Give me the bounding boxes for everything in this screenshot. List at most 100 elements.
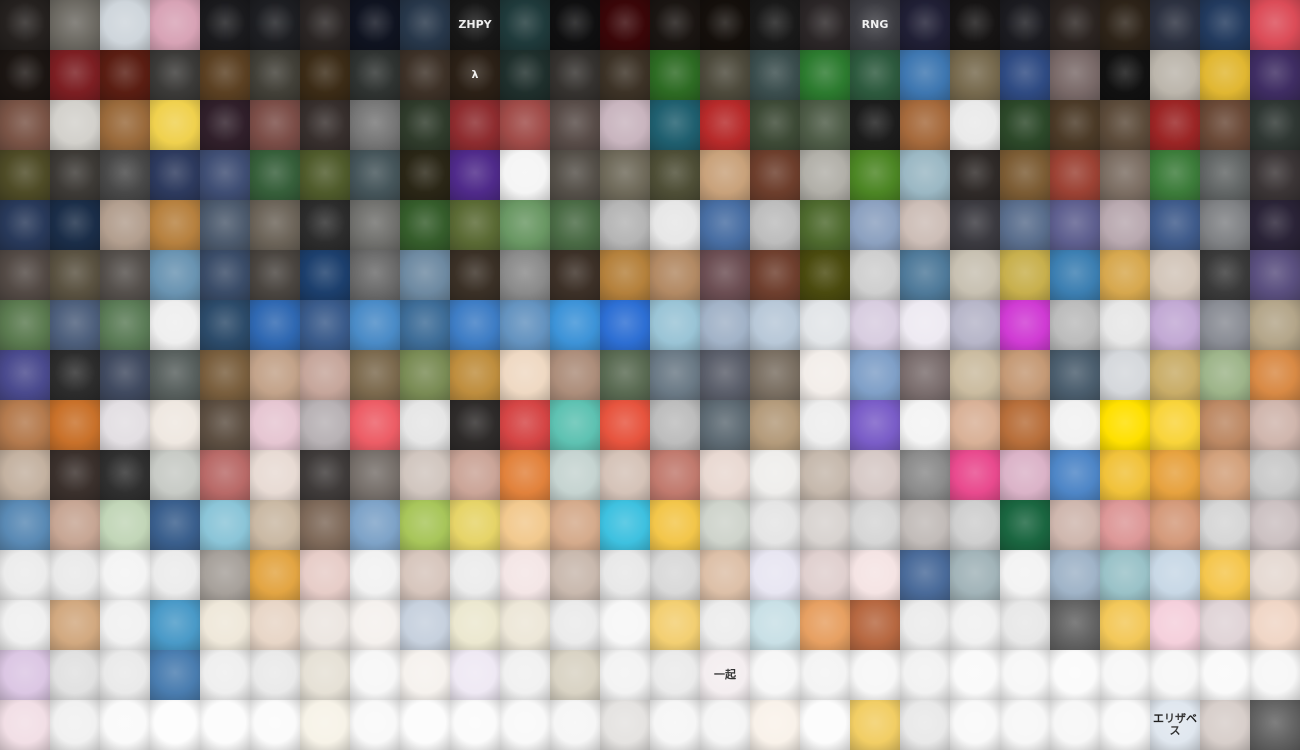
avatar-thumbnail (1200, 350, 1250, 400)
thumbnail-text: ZHPY (458, 18, 492, 32)
avatar-thumbnail (300, 50, 350, 100)
avatar-thumbnail (50, 700, 100, 750)
avatar-thumbnail (1250, 600, 1300, 650)
avatar-thumbnail (250, 250, 300, 300)
avatar-thumbnail (900, 600, 950, 650)
thumbnail-text: 一起 (714, 668, 736, 682)
avatar-thumbnail (50, 0, 100, 50)
avatar-thumbnail (350, 150, 400, 200)
avatar-thumbnail (850, 550, 900, 600)
avatar-thumbnail (800, 550, 850, 600)
avatar-thumbnail (700, 100, 750, 150)
avatar-thumbnail (200, 500, 250, 550)
avatar-thumbnail (300, 0, 350, 50)
avatar-thumbnail (650, 600, 700, 650)
avatar-thumbnail (250, 300, 300, 350)
avatar-thumbnail (800, 300, 850, 350)
avatar-thumbnail (100, 450, 150, 500)
avatar-thumbnail (1050, 0, 1100, 50)
avatar-thumbnail (900, 450, 950, 500)
avatar-thumbnail (850, 50, 900, 100)
avatar-thumbnail (550, 150, 600, 200)
avatar-thumbnail (1050, 150, 1100, 200)
avatar-thumbnail (350, 600, 400, 650)
avatar-thumbnail (950, 200, 1000, 250)
avatar-thumbnail: エリザベス (1150, 700, 1200, 750)
avatar-thumbnail (550, 250, 600, 300)
avatar-thumbnail (1050, 700, 1100, 750)
avatar-thumbnail (500, 400, 550, 450)
avatar-thumbnail (250, 450, 300, 500)
avatar-thumbnail (900, 100, 950, 150)
avatar-thumbnail (50, 50, 100, 100)
avatar-thumbnail (400, 350, 450, 400)
avatar-thumbnail (850, 700, 900, 750)
avatar-thumbnail (700, 250, 750, 300)
avatar-thumbnail (850, 100, 900, 150)
avatar-thumbnail (800, 50, 850, 100)
avatar-thumbnail (900, 400, 950, 450)
avatar-thumbnail (500, 0, 550, 50)
avatar-thumbnail (450, 450, 500, 500)
avatar-thumbnail (0, 400, 50, 450)
avatar-thumbnail (1250, 0, 1300, 50)
avatar-thumbnail (500, 500, 550, 550)
avatar-thumbnail (0, 700, 50, 750)
avatar-thumbnail (750, 150, 800, 200)
avatar-thumbnail (1250, 100, 1300, 150)
avatar-thumbnail (1250, 450, 1300, 500)
avatar-thumbnail (50, 100, 100, 150)
avatar-thumbnail (350, 450, 400, 500)
avatar-thumbnail (350, 200, 400, 250)
avatar-thumbnail (850, 350, 900, 400)
avatar-thumbnail (200, 400, 250, 450)
avatar-thumbnail (950, 400, 1000, 450)
avatar-thumbnail (1050, 450, 1100, 500)
avatar-thumbnail (1150, 600, 1200, 650)
avatar-thumbnail (600, 650, 650, 700)
avatar-thumbnail (650, 150, 700, 200)
avatar-thumbnail (1100, 300, 1150, 350)
avatar-thumbnail (550, 400, 600, 450)
avatar-thumbnail (1150, 450, 1200, 500)
avatar-thumbnail (600, 300, 650, 350)
avatar-thumbnail (1000, 50, 1050, 100)
avatar-thumbnail (500, 600, 550, 650)
avatar-thumbnail (100, 500, 150, 550)
avatar-thumbnail (0, 200, 50, 250)
avatar-thumbnail (700, 400, 750, 450)
avatar-thumbnail (950, 600, 1000, 650)
avatar-thumbnail (900, 650, 950, 700)
avatar-thumbnail (1250, 200, 1300, 250)
avatar-thumbnail (500, 650, 550, 700)
avatar-thumbnail (450, 500, 500, 550)
avatar-thumbnail (500, 700, 550, 750)
avatar-thumbnail (950, 0, 1000, 50)
avatar-thumbnail (600, 50, 650, 100)
avatar-thumbnail (0, 50, 50, 100)
avatar-thumbnail (200, 600, 250, 650)
avatar-thumbnail (550, 550, 600, 600)
avatar-thumbnail (1000, 700, 1050, 750)
avatar-thumbnail (400, 450, 450, 500)
avatar-thumbnail (0, 500, 50, 550)
avatar-thumbnail (350, 0, 400, 50)
avatar-thumbnail (1150, 100, 1200, 150)
avatar-thumbnail (200, 650, 250, 700)
avatar-thumbnail (750, 650, 800, 700)
avatar-thumbnail (1250, 350, 1300, 400)
avatar-thumbnail (750, 600, 800, 650)
avatar-thumbnail (1250, 650, 1300, 700)
avatar-thumbnail (800, 400, 850, 450)
avatar-thumbnail (300, 650, 350, 700)
avatar-thumbnail (700, 150, 750, 200)
avatar-thumbnail (1150, 200, 1200, 250)
avatar-thumbnail (500, 450, 550, 500)
avatar-thumbnail (1150, 50, 1200, 100)
avatar-thumbnail (500, 50, 550, 100)
avatar-thumbnail (600, 250, 650, 300)
avatar-thumbnail (300, 200, 350, 250)
avatar-thumbnail (50, 400, 100, 450)
avatar-thumbnail (1200, 450, 1250, 500)
avatar-thumbnail (950, 150, 1000, 200)
